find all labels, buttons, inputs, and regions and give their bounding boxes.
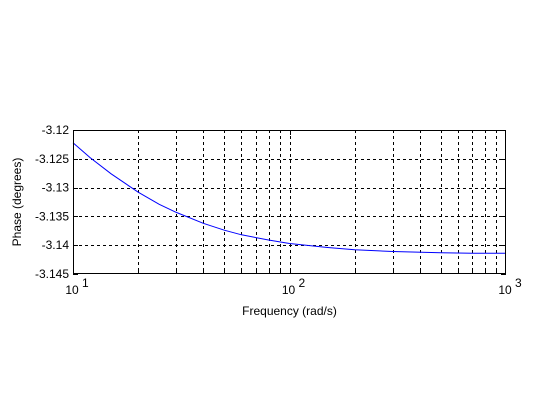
- y-axis-label: Phase (degrees): [10, 158, 24, 247]
- x-tick-labels: 10 1 10 2 10 3: [65, 276, 522, 297]
- y-tick-label: -3.13: [42, 181, 70, 195]
- x-tick-label: 10: [65, 283, 79, 297]
- plot-area: [73, 130, 506, 274]
- y-tick-label: -3.125: [35, 152, 69, 166]
- y-tick-label: -3.14: [42, 238, 70, 252]
- y-tick-labels: -3.12 -3.125 -3.13 -3.135 -3.14 -3.145: [35, 123, 69, 281]
- grid-lines: [73, 130, 506, 274]
- axes-frame: [73, 130, 506, 274]
- y-tick-label: -3.135: [35, 209, 69, 223]
- data-series-group: [72, 142, 506, 254]
- x-tick-label: 10: [282, 283, 296, 297]
- x-tick-exponent: 2: [299, 276, 306, 290]
- phase-curve: [72, 142, 506, 254]
- x-tick-exponent: 3: [515, 276, 522, 290]
- x-tick-label: 10: [498, 283, 512, 297]
- x-tick-exponent: 1: [82, 276, 89, 290]
- y-tick-label: -3.145: [35, 267, 69, 281]
- x-axis-label: Frequency (rad/s): [242, 304, 337, 318]
- y-tick-label: -3.12: [42, 123, 70, 137]
